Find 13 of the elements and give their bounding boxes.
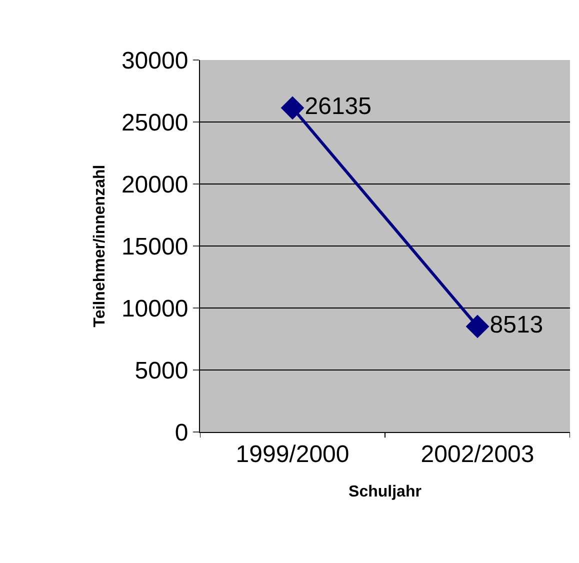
y-tick-label: 30000 <box>121 47 188 74</box>
y-tick-label: 10000 <box>121 295 188 322</box>
y-tick-label: 0 <box>174 419 188 446</box>
x-tick-label: 1999/2000 <box>236 440 350 468</box>
y-tick-label: 25000 <box>121 109 188 136</box>
x-tick-label: 2002/2003 <box>420 440 534 468</box>
data-label: 8513 <box>490 311 544 338</box>
y-tick-label: 15000 <box>121 233 188 260</box>
data-label: 26135 <box>304 92 372 120</box>
y-tick-label: 5000 <box>134 357 188 384</box>
y-tick-label: 20000 <box>121 171 188 198</box>
y-axis-title: Teilnehmer/innenzahl <box>91 164 108 328</box>
x-axis-title: Schuljahr <box>348 484 422 500</box>
